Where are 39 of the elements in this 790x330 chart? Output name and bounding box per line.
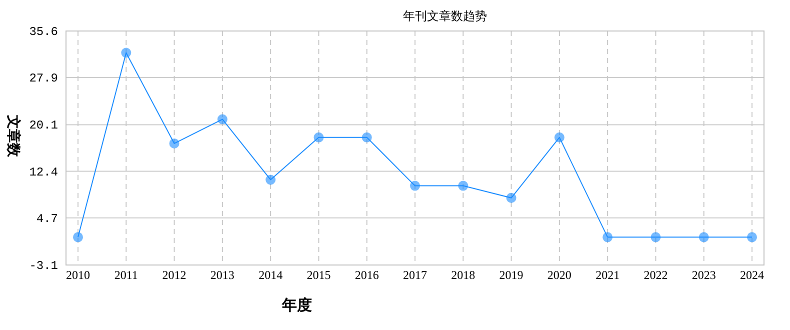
point [698,232,709,242]
point [362,132,372,142]
chart-title: 年刊文章数趋势 [403,9,487,23]
x-tick-label: 2016 [354,268,379,282]
point [506,192,516,203]
point [217,114,228,124]
point [73,232,83,242]
x-tick-label: 2010 [66,268,90,282]
x-tick-label: 2017 [403,268,427,282]
x-tick-label: 2023 [692,268,716,282]
x-tick-label: 2015 [306,268,331,282]
y-tick-label: -3.1 [29,259,58,273]
point [554,132,564,142]
x-tick-label: 2018 [451,268,476,282]
y-tick-label: 27.9 [29,72,58,86]
y-tick-label: 4.7 [36,212,58,226]
x-tick-label: 2022 [644,268,668,282]
point [410,180,420,191]
y-tick-label: 20.1 [29,118,58,133]
x-tick-label: 2013 [210,268,234,282]
point [602,232,613,242]
x-tick-label: 2021 [596,268,620,282]
y-axis-title: 文章数 [5,114,22,158]
x-tick-label: 2020 [547,268,572,282]
x-tick-label: 2019 [499,268,524,282]
x-axis-title: 年度 [281,296,312,314]
x-tick-label: 2012 [162,268,186,282]
point [169,138,180,148]
x-tick-label: 2011 [114,268,138,282]
x-tick-label: 2024 [740,268,764,282]
y-tick-label: 35.6 [29,25,58,39]
point [747,232,757,242]
point [121,48,132,58]
y-tick-label: 12.4 [29,165,58,180]
x-tick-label: 2014 [258,268,283,282]
point [650,232,661,242]
point [314,132,324,142]
point [458,180,468,191]
point [266,174,276,185]
